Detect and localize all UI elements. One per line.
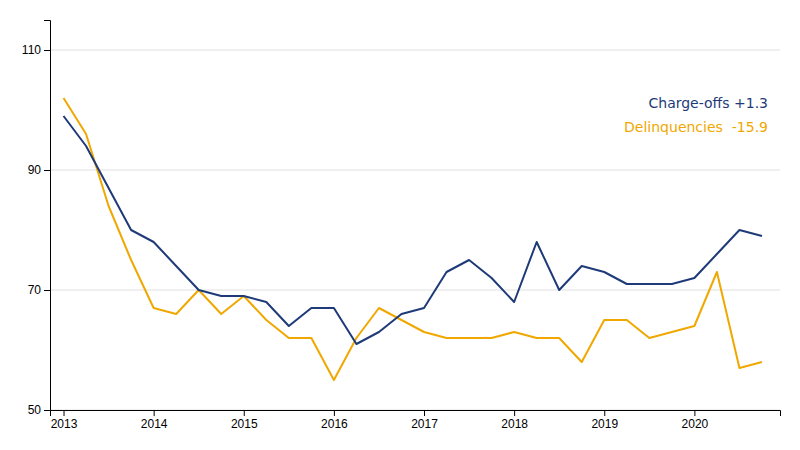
tick: 70 — [28, 283, 50, 297]
x-axis: 2013 2014 2015 2016 2017 2018 2019 2020 — [51, 410, 781, 431]
tick: 50 — [28, 403, 50, 417]
tick: 2014 — [141, 410, 168, 431]
tick-mark — [514, 410, 515, 416]
series-line — [64, 98, 762, 380]
tick-mark — [64, 410, 65, 416]
tick: 110 — [22, 43, 50, 57]
tick: 2017 — [411, 410, 438, 431]
tick: 2018 — [501, 410, 528, 431]
tick-mark — [604, 410, 605, 416]
axis-line — [44, 21, 51, 411]
grid-line — [50, 170, 780, 171]
tick-label: 110 — [22, 43, 41, 57]
tick-label: 2018 — [501, 417, 528, 431]
tick-label: 2020 — [682, 417, 709, 431]
grid-line — [50, 290, 780, 291]
tick: 2015 — [231, 410, 258, 431]
tick-mark — [44, 50, 50, 51]
tick-label: 2016 — [321, 417, 348, 431]
tick: 2019 — [591, 410, 618, 431]
tick-mark — [244, 410, 245, 416]
tick: 2020 — [682, 410, 709, 431]
tick-label: 70 — [28, 283, 42, 297]
tick-mark — [44, 290, 50, 291]
lines — [64, 98, 762, 380]
tick-mark — [694, 410, 695, 416]
tick-label: 50 — [28, 403, 42, 417]
tick-mark — [44, 170, 50, 171]
tick-label: 90 — [28, 163, 42, 177]
legend: Charge-offs +1.3 Delinquencies -15.9 — [624, 95, 768, 135]
tick-mark — [334, 410, 335, 416]
tick-mark — [424, 410, 425, 416]
tick-mark — [44, 410, 50, 411]
tick-label: 2013 — [51, 417, 78, 431]
chart: 2013 2014 2015 2016 2017 2018 2019 2020 50 70 90 11… — [0, 0, 800, 450]
legend-entry: Charge-offs +1.3 — [649, 95, 769, 111]
tick-label: 2017 — [411, 417, 438, 431]
tick: 2013 — [51, 410, 78, 431]
tick: 90 — [28, 163, 50, 177]
series-line — [64, 116, 762, 344]
tick-label: 2014 — [141, 417, 168, 431]
tick-label: 2019 — [591, 417, 618, 431]
y-axis: 50 70 90 110 — [22, 21, 51, 418]
tick-label: 2015 — [231, 417, 258, 431]
tick-mark — [154, 410, 155, 416]
grid-line — [50, 50, 780, 51]
legend-entry: Delinquencies -15.9 — [624, 119, 768, 135]
axis-line — [51, 411, 781, 417]
grid — [50, 50, 780, 410]
tick: 2016 — [321, 410, 348, 431]
plot: 2013 2014 2015 2016 2017 2018 2019 2020 50 70 90 11… — [22, 21, 781, 431]
